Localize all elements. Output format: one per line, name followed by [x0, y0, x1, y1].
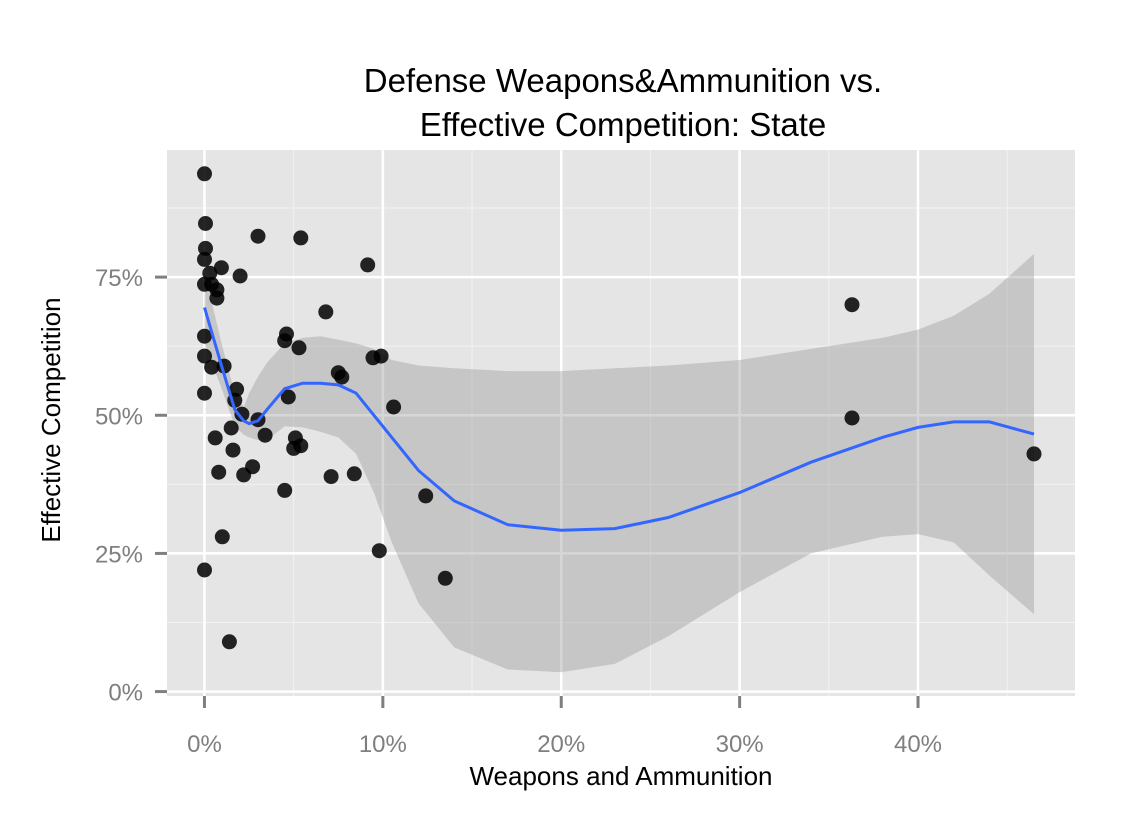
scatter-point-21	[234, 406, 250, 422]
scatter-point-36	[280, 389, 296, 405]
x-tick-label: 20%	[537, 731, 585, 758]
scatter-point-39	[334, 369, 350, 385]
scatter-point-52	[844, 297, 860, 313]
scatter-point-13	[360, 257, 376, 273]
y-tick-label: 50%	[95, 403, 143, 430]
scatter-point-27	[211, 464, 227, 480]
scatter-point-12	[293, 230, 309, 246]
y-tick-label: 0%	[108, 680, 143, 707]
gridlines	[167, 150, 1075, 696]
scatter-point-45	[293, 438, 309, 454]
scatter-point-50	[418, 488, 434, 504]
scatter-point-22	[223, 420, 239, 436]
scatter-point-30	[197, 562, 212, 578]
confidence-ribbon	[204, 253, 1034, 673]
scatter-point-31	[214, 529, 230, 545]
scatter-point-26	[257, 427, 273, 443]
scatter-point-32	[221, 634, 237, 650]
scatter-point-25	[225, 442, 241, 458]
x-axis-title: Weapons and Ammunition	[469, 761, 772, 791]
scatter-point-19	[229, 381, 245, 397]
y-tick-label: 25%	[95, 541, 143, 568]
scatter-point-14	[197, 328, 212, 344]
scatter-point-0	[197, 166, 212, 182]
scatter-point-46	[277, 482, 293, 498]
y-axis: 0% 25% 50% 75%	[95, 265, 167, 707]
scatter-point-48	[346, 466, 362, 482]
x-tick-label: 40%	[894, 731, 942, 758]
scatter-point-42	[386, 399, 402, 415]
scatter-point-37	[318, 304, 334, 320]
x-tick-label: 10%	[359, 731, 407, 758]
scatter-point-10	[232, 268, 248, 284]
scatter-point-54	[1026, 446, 1042, 462]
x-axis: 0% 10% 20% 30% 40%	[187, 696, 942, 758]
scatter-point-15	[197, 348, 212, 364]
scatter-point-9	[213, 260, 229, 276]
scatter-point-8	[209, 290, 225, 306]
scatter-point-51	[437, 570, 453, 586]
scatter-point-41	[373, 348, 389, 364]
scatter-point-24	[207, 430, 223, 446]
chart-title-line-2: Effective Competition: State	[420, 106, 827, 143]
x-tick-label: 0%	[187, 731, 222, 758]
scatter-point-4	[202, 265, 218, 281]
x-tick-label: 30%	[716, 731, 764, 758]
scatter-point-3	[197, 251, 212, 267]
y-axis-title: Effective Competition	[36, 297, 66, 542]
scatter-point-34	[277, 333, 293, 349]
scatter-point-11	[250, 228, 266, 244]
scatter-point-6	[197, 276, 212, 292]
scatter-point-29	[245, 459, 261, 475]
y-tick-label: 75%	[95, 265, 143, 292]
scatter-points	[197, 166, 1042, 650]
scatter-point-53	[844, 410, 860, 426]
plot-panel	[167, 150, 1075, 696]
smooth-line	[203, 307, 1035, 532]
chart-title-line-1: Defense Weapons&Ammunition vs.	[364, 62, 882, 99]
scatter-point-47	[323, 469, 339, 485]
scatter-point-18	[197, 385, 212, 401]
scatter-point-35	[291, 340, 307, 356]
scatter-point-16	[204, 359, 220, 375]
scatter-point-49	[371, 543, 387, 559]
scatter-point-2	[198, 240, 213, 256]
scatter-point-1	[198, 216, 213, 231]
